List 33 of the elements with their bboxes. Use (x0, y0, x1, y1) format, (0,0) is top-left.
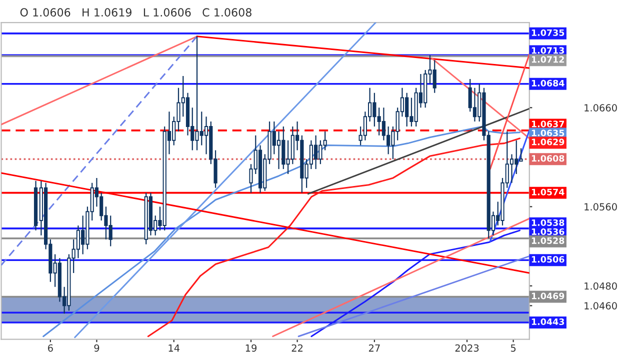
x-tick-label: 27 (368, 344, 380, 352)
ref-line-label: 1.0608 (532, 155, 564, 162)
data-label: 1.0536 (532, 228, 564, 235)
ref-line-label: 1.0443 (532, 318, 564, 326)
ref-line-label: 1.0538 (532, 219, 564, 226)
ref-line-label: 1.0637 (532, 120, 564, 128)
ref-line-label: 1.0735 (532, 29, 564, 36)
x-tick-label: 5 (510, 344, 516, 352)
ref-line-label: 1.0506 (532, 256, 564, 263)
candlestick (472, 87, 477, 122)
ref-line-label: 1.0469 (532, 292, 564, 300)
candlestick (276, 130, 281, 170)
x-tick-label: 22 (292, 344, 303, 352)
ref-line-label: 1.0528 (532, 237, 564, 244)
y-tick-label: 1.0660 (584, 104, 617, 112)
data-label: 1.0629 (532, 138, 564, 146)
x-tick-label: 9 (94, 344, 100, 352)
x-tick-label: 14 (168, 344, 180, 352)
y-tick-label: 1.0480 (584, 282, 617, 290)
data-label: 1.0635 (532, 130, 564, 136)
ref-line-label: 1.0713 (532, 47, 564, 54)
line-series (42, 126, 520, 338)
x-tick-label: 6 (48, 344, 53, 352)
ref-line-label: 1.0574 (532, 188, 564, 196)
y-tick-label: 1.0460 (584, 302, 617, 310)
y-tick-label: 1.0560 (584, 203, 617, 210)
ref-line-label: 1.0684 (532, 80, 564, 86)
chart-title: O 1.0606 H 1.0619 L 1.0606 C 1.0608 (20, 8, 252, 17)
line-series (147, 138, 520, 338)
x-tick-label: 19 (246, 344, 257, 352)
candlestick (510, 154, 514, 184)
x-tick-label: 2023 (455, 344, 479, 352)
ref-line-label: 1.0712 (532, 56, 564, 63)
